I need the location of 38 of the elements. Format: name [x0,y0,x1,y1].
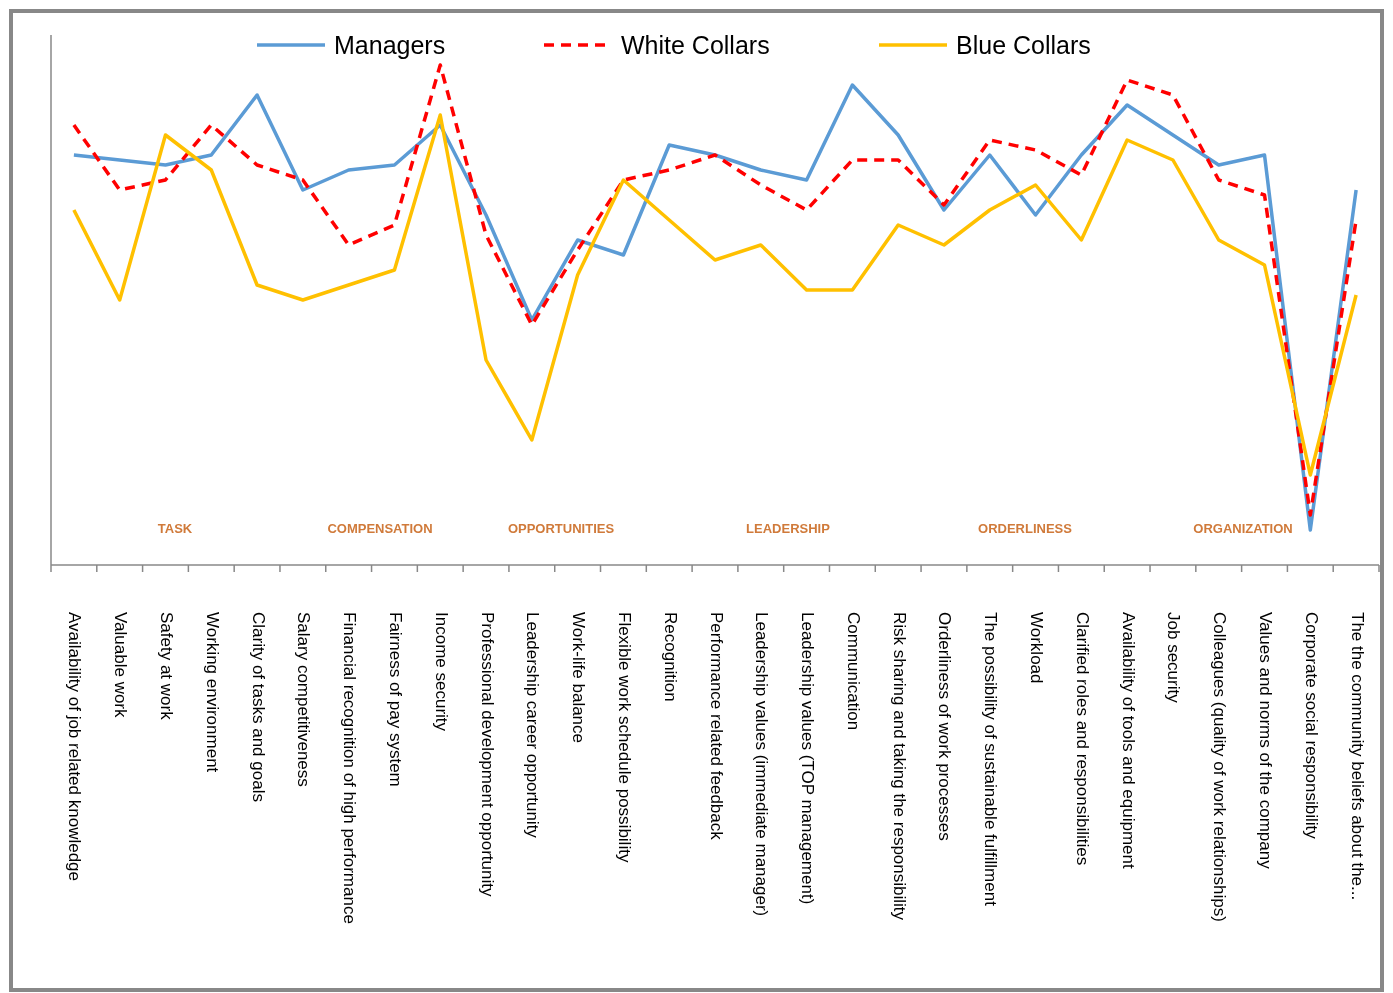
annotation: LEADERSHIP [746,521,831,536]
x-tick-label: The the community beliefs about the... [1347,612,1367,901]
x-tick-label: Work-life balance [569,612,589,744]
annotation: TASK [157,521,193,536]
x-tick-label: Leadership values (immediate manager) [752,612,772,917]
x-tick-label: Leadership values (TOP management) [798,612,818,905]
x-tick-label: Fairness of pay system [385,612,405,787]
x-tick-label: Availability of tools and equipment [1118,612,1138,870]
x-tick-label: The possibility of sustainable fulfillment [981,612,1001,907]
x-tick-label: Salary competitiveness [294,612,314,787]
legend-label: Managers [334,30,446,59]
x-tick-label: Income security [431,612,451,732]
x-tick-label: Flexible work schedule possibility [614,612,634,863]
annotation: OPPORTUNITIES [507,521,615,536]
x-tick-label: Working environment [202,612,222,773]
x-tick-label: Colleagues (quality of work relationships) [1210,612,1230,922]
x-tick-label: Clarity of tasks and goals [248,612,268,802]
x-tick-label: Performance related feedback [706,612,726,841]
x-tick-label: Financial recognition of high performance [340,612,360,924]
legend-label: Blue Collars [956,30,1091,59]
x-tick-label: Professional development opportunity [477,612,497,897]
annotation: ORDERLINESS [978,521,1073,536]
x-tick-label: Risk sharing and taking the responsibility [889,612,909,921]
x-tick-label: Availability of job related knowledge [65,612,85,882]
x-tick-label: Clarified roles and responsibilities [1072,612,1092,866]
annotation: COMPENSATION [327,521,433,536]
x-tick-label: Job security [1164,612,1184,704]
x-tick-label: Values and norms of the company [1256,612,1276,870]
annotation: ORGANIZATION [1193,521,1293,536]
x-tick-label: Orderliness of work processes [935,612,955,841]
x-tick-label: Workload [1027,612,1047,684]
x-tick-label: Recognition [660,612,680,702]
x-tick-label: Leadership career opportunity [523,612,543,839]
x-tick-label: Safety at work [157,612,176,721]
x-tick-label: Communication [843,612,863,731]
x-tick-label: Valuable work [111,612,131,719]
x-tick-label: Corporate social responsibility [1301,612,1321,840]
legend-label: White Collars [621,30,770,59]
